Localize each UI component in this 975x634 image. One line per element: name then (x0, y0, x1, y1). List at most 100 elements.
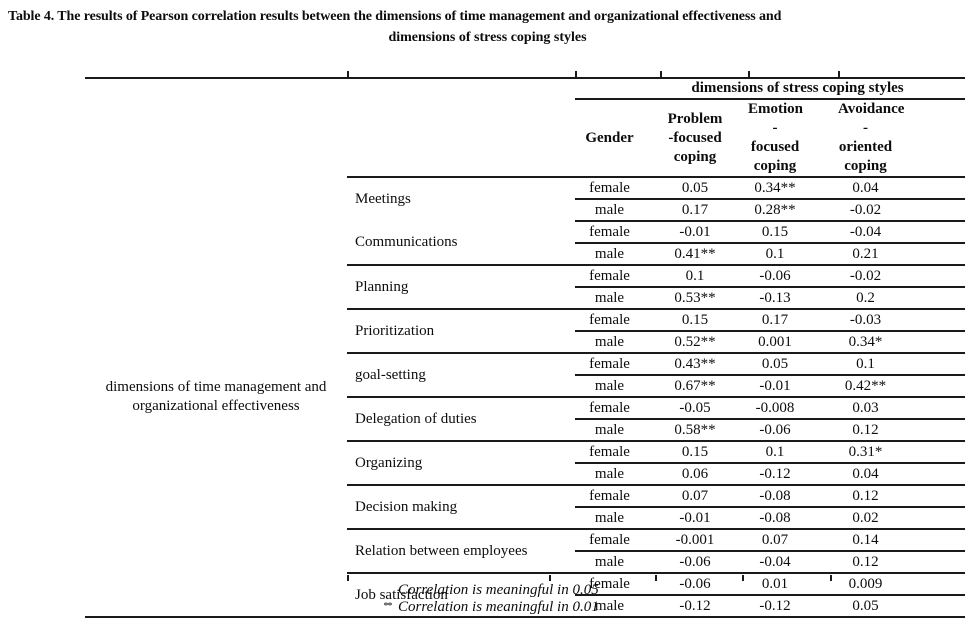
gender-cell: male (575, 595, 660, 618)
value-cell: -0.03 (838, 309, 965, 332)
column-tick (660, 71, 662, 77)
column-header-gender: Gender (575, 99, 660, 178)
value-cell: -0.12 (660, 595, 748, 618)
column-tick (830, 575, 832, 581)
value-cell: 0.17 (748, 309, 838, 332)
dimension-label: goal-setting (347, 353, 575, 398)
value-cell: 0.15 (748, 221, 838, 244)
value-cell: 0.67** (660, 375, 748, 398)
column-header-problem-focused: Problem -focused coping (660, 99, 748, 178)
gender-cell: female (575, 221, 660, 244)
value-cell: -0.08 (748, 485, 838, 508)
table-row: male 0.58** -0.06 0.12 (85, 419, 965, 442)
footnote-001: ** Correlation is meaningful in 0.01 (383, 599, 599, 616)
value-cell: 0.42** (838, 375, 965, 398)
gender-cell: female (575, 353, 660, 376)
value-cell: -0.05 (660, 397, 748, 420)
table-row: male 0.67** -0.01 0.42** (85, 375, 965, 398)
value-cell: 0.31* (838, 441, 965, 464)
gender-cell: female (575, 265, 660, 288)
value-cell: -0.02 (838, 199, 965, 222)
table-row: Planning female 0.1 -0.06 -0.02 (85, 265, 965, 310)
value-cell: 0.05 (660, 177, 748, 200)
gender-cell: female (575, 485, 660, 508)
value-cell: -0.06 (748, 265, 838, 288)
dimension-label: Relation between employees (347, 529, 575, 574)
value-cell: -0.001 (660, 529, 748, 552)
value-cell: -0.06 (748, 419, 838, 442)
value-cell: 0.1 (838, 353, 965, 376)
table-caption: Table 4. The results of Pearson correlat… (0, 9, 975, 46)
value-cell: -0.01 (660, 221, 748, 244)
column-tick (748, 71, 750, 77)
value-cell: 0.17 (660, 199, 748, 222)
table-caption-line1: Table 4. The results of Pearson correlat… (8, 9, 782, 24)
gender-cell: female (575, 177, 660, 200)
value-cell: 0.58** (660, 419, 748, 442)
table-row: goal-setting female 0.43** 0.05 0.1 (85, 353, 965, 398)
gender-cell: male (575, 199, 660, 222)
dimension-label: Communications (347, 221, 575, 266)
value-cell: 0.07 (660, 485, 748, 508)
table-row: Delegation of duties female -0.05 -0.008… (85, 397, 965, 442)
gender-cell: female (575, 529, 660, 552)
value-cell: -0.01 (660, 507, 748, 530)
value-cell: 0.41** (660, 243, 748, 266)
table-row: male 0.52** 0.001 0.34* (85, 331, 965, 354)
dimension-label: Delegation of duties (347, 397, 575, 442)
table-row: Prioritization female 0.15 0.17 -0.03 (85, 309, 965, 354)
value-cell: 0.12 (838, 551, 965, 574)
value-cell: -0.06 (660, 551, 748, 574)
value-cell: 0.03 (838, 397, 965, 420)
value-cell: -0.008 (748, 397, 838, 420)
gender-cell: male (575, 375, 660, 398)
value-cell: 0.06 (660, 463, 748, 486)
header-spacer (347, 99, 575, 178)
column-tick (838, 71, 840, 77)
gender-cell: male (575, 507, 660, 530)
value-cell: 0.34** (748, 177, 838, 200)
value-cell: -0.12 (748, 463, 838, 486)
value-cell: 0.14 (838, 529, 965, 552)
gender-cell: female (575, 397, 660, 420)
value-cell: -0.06 (660, 573, 748, 596)
value-cell: 0.12 (838, 485, 965, 508)
gender-cell: female (575, 441, 660, 464)
dimension-label: Organizing (347, 441, 575, 486)
value-cell: 0.05 (748, 353, 838, 376)
value-cell: -0.12 (748, 595, 838, 618)
table-caption-line2: dimensions of stress coping styles (388, 30, 587, 45)
row-group-label: dimensions of time management and organi… (85, 177, 347, 618)
value-cell: 0.43** (660, 353, 748, 376)
table-row: Communications female -0.01 0.15 -0.04 (85, 221, 965, 266)
column-header-avoidance-oriented: Avoidance -oriented coping (838, 99, 965, 178)
value-cell: 0.05 (838, 595, 965, 618)
column-tick (655, 575, 657, 581)
value-cell: 0.15 (660, 309, 748, 332)
value-cell: -0.08 (748, 507, 838, 530)
column-tick (347, 71, 349, 77)
column-tick (575, 71, 577, 77)
footnote-005: Correlation is meaningful in 0.05 (398, 582, 599, 598)
gender-cell: female (575, 309, 660, 332)
gender-cell: male (575, 287, 660, 310)
dimension-label: Prioritization (347, 309, 575, 354)
value-cell: 0.53** (660, 287, 748, 310)
dimension-label: Decision making (347, 485, 575, 530)
value-cell: 0.1 (660, 265, 748, 288)
table-row: Organizing female 0.15 0.1 0.31* (85, 441, 965, 486)
column-tick (347, 575, 349, 581)
table-row: Relation between employees female -0.001… (85, 529, 965, 574)
value-cell: -0.04 (838, 221, 965, 244)
value-cell: 0.04 (838, 177, 965, 200)
value-cell: 0.02 (838, 507, 965, 530)
value-cell: 0.52** (660, 331, 748, 354)
column-group-header: dimensions of stress coping styles (575, 77, 965, 100)
value-cell: 0.2 (838, 287, 965, 310)
footnote-001-text: Correlation is meaningful in 0.01 (398, 599, 599, 615)
value-cell: -0.01 (748, 375, 838, 398)
header-row-group: dimensions of stress coping styles (85, 77, 965, 100)
table-footnotes: Correlation is meaningful in 0.05 ** Corr… (383, 582, 599, 616)
correlation-table: dimensions of stress coping styles Gende… (85, 77, 965, 618)
header-spacer (85, 77, 575, 99)
